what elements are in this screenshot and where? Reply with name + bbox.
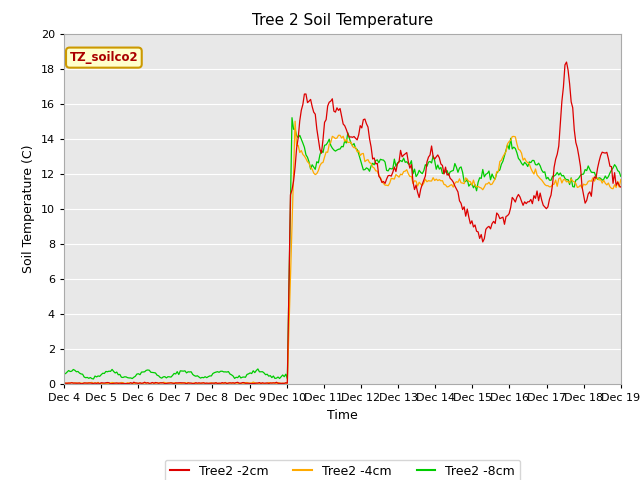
Tree2 -8cm [589,169,596,175]
Line: Tree2 -2cm: Tree2 -2cm [64,62,621,384]
Tree2 -2cm [305,98,313,104]
Tree2 -2cm [589,179,596,184]
Tree2 -4cm [589,175,596,180]
Tree2 -2cm [617,184,625,190]
Legend: Tree2 -2cm, Tree2 -4cm, Tree2 -8cm: Tree2 -2cm, Tree2 -4cm, Tree2 -8cm [164,460,520,480]
Line: Tree2 -8cm: Tree2 -8cm [64,118,621,379]
Tree2 -4cm [226,380,234,386]
Tree2 -4cm [129,381,136,386]
Tree2 -2cm [107,381,115,387]
Tree2 -2cm [60,380,68,386]
Tree2 -8cm [246,370,254,376]
Tree2 -2cm [228,380,236,386]
Y-axis label: Soil Temperature (C): Soil Temperature (C) [22,144,35,273]
Tree2 -8cm [255,369,263,375]
Tree2 -4cm [617,177,625,182]
Tree2 -4cm [307,165,314,171]
Tree2 -8cm [90,376,97,382]
Tree2 -4cm [60,380,68,386]
Tree2 -8cm [228,372,236,378]
Title: Tree 2 Soil Temperature: Tree 2 Soil Temperature [252,13,433,28]
Tree2 -2cm [255,380,263,385]
Tree2 -4cm [255,381,263,386]
X-axis label: Time: Time [327,408,358,421]
Tree2 -2cm [130,379,138,385]
Tree2 -8cm [130,374,138,380]
Tree2 -8cm [60,371,68,377]
Tree2 -8cm [288,115,296,120]
Tree2 -2cm [246,381,254,386]
Line: Tree2 -4cm: Tree2 -4cm [64,121,621,384]
Tree2 -8cm [307,166,314,172]
Tree2 -4cm [291,118,299,124]
Tree2 -4cm [239,381,246,387]
Text: TZ_soilco2: TZ_soilco2 [70,51,138,64]
Tree2 -4cm [246,380,254,386]
Tree2 -8cm [617,173,625,179]
Tree2 -2cm [563,59,570,65]
